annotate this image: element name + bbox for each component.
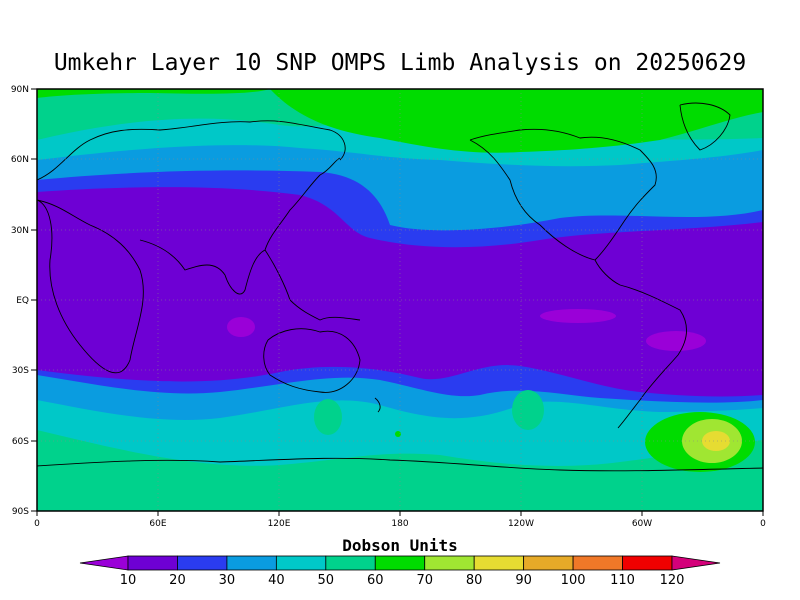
- colorbar-label: 10: [120, 573, 137, 588]
- colorbar-swatch: [424, 555, 475, 571]
- colorbar-label: 80: [466, 573, 483, 588]
- colorbar-swatch: [523, 555, 574, 571]
- colorbar-label: 50: [318, 573, 335, 588]
- colorbar-swatch: [374, 555, 426, 571]
- lat-labels: 90N 60N 30N EQ 30S 60S 90S: [11, 85, 29, 517]
- colorbar-label: 120: [660, 573, 685, 588]
- coastlines: [37, 102, 763, 472]
- lon-label: 0: [760, 519, 766, 529]
- map-title: Umkehr Layer 10 SNP OMPS Limb Analysis o…: [53, 50, 747, 76]
- lat-label: 90N: [11, 85, 29, 95]
- colorbar-swatch: [177, 555, 228, 571]
- colorbar-swatch: [226, 555, 277, 571]
- colorbar-label: 90: [515, 573, 532, 588]
- colorbar-label: 60: [367, 573, 384, 588]
- colorbar-label: 70: [416, 573, 433, 588]
- band-20-tropics: [37, 187, 763, 397]
- lat-label: 30S: [12, 366, 29, 376]
- colorbar-label: 100: [561, 573, 586, 588]
- lon-label: 60W: [632, 519, 652, 529]
- lat-label: 30N: [11, 226, 29, 236]
- colorbar: 10 20 30 40 50 60 70 80 90 100 110 120: [79, 555, 721, 588]
- lat-label: 60S: [12, 437, 29, 447]
- lat-label: EQ: [16, 296, 29, 306]
- colorbar-swatch: [275, 555, 327, 571]
- colorbar-swatch: [622, 555, 673, 571]
- colorbar-swatch: [473, 555, 525, 571]
- colorbar-swatch: [572, 555, 623, 571]
- colorbar-label: 20: [169, 573, 186, 588]
- lon-label: 180: [391, 519, 408, 529]
- lon-label: 120E: [268, 519, 291, 529]
- colorbar-arrow-high: [671, 555, 721, 571]
- blob-60-b: [512, 390, 544, 430]
- colorbar-arrow-low: [79, 555, 129, 571]
- colorbar-label: 40: [268, 573, 285, 588]
- band-70-north: [270, 89, 763, 153]
- lon-label: 0: [34, 519, 40, 529]
- colorbar-swatch: [325, 555, 376, 571]
- blob-10-a: [227, 317, 255, 337]
- blob-10-c: [646, 331, 706, 351]
- blob-70-dot: [395, 431, 401, 437]
- colorbar-swatch: [127, 555, 178, 571]
- lon-label: 60E: [149, 519, 166, 529]
- blob-10-b: [540, 309, 616, 323]
- colorbar-label: 110: [610, 573, 635, 588]
- colorbar-label: 30: [219, 573, 236, 588]
- band-70-north-w: [37, 89, 270, 98]
- blob-90-south: [702, 431, 730, 451]
- lon-labels: 0 60E 120E 180 120W 60W 0: [34, 519, 766, 529]
- lat-label: 90S: [12, 507, 29, 517]
- colorbar-title: Dobson Units: [342, 536, 458, 555]
- lon-label: 120W: [508, 519, 534, 529]
- tick-marks: [31, 88, 764, 516]
- blob-60-a: [314, 399, 342, 435]
- lat-label: 60N: [11, 155, 29, 165]
- graticule: [37, 89, 763, 511]
